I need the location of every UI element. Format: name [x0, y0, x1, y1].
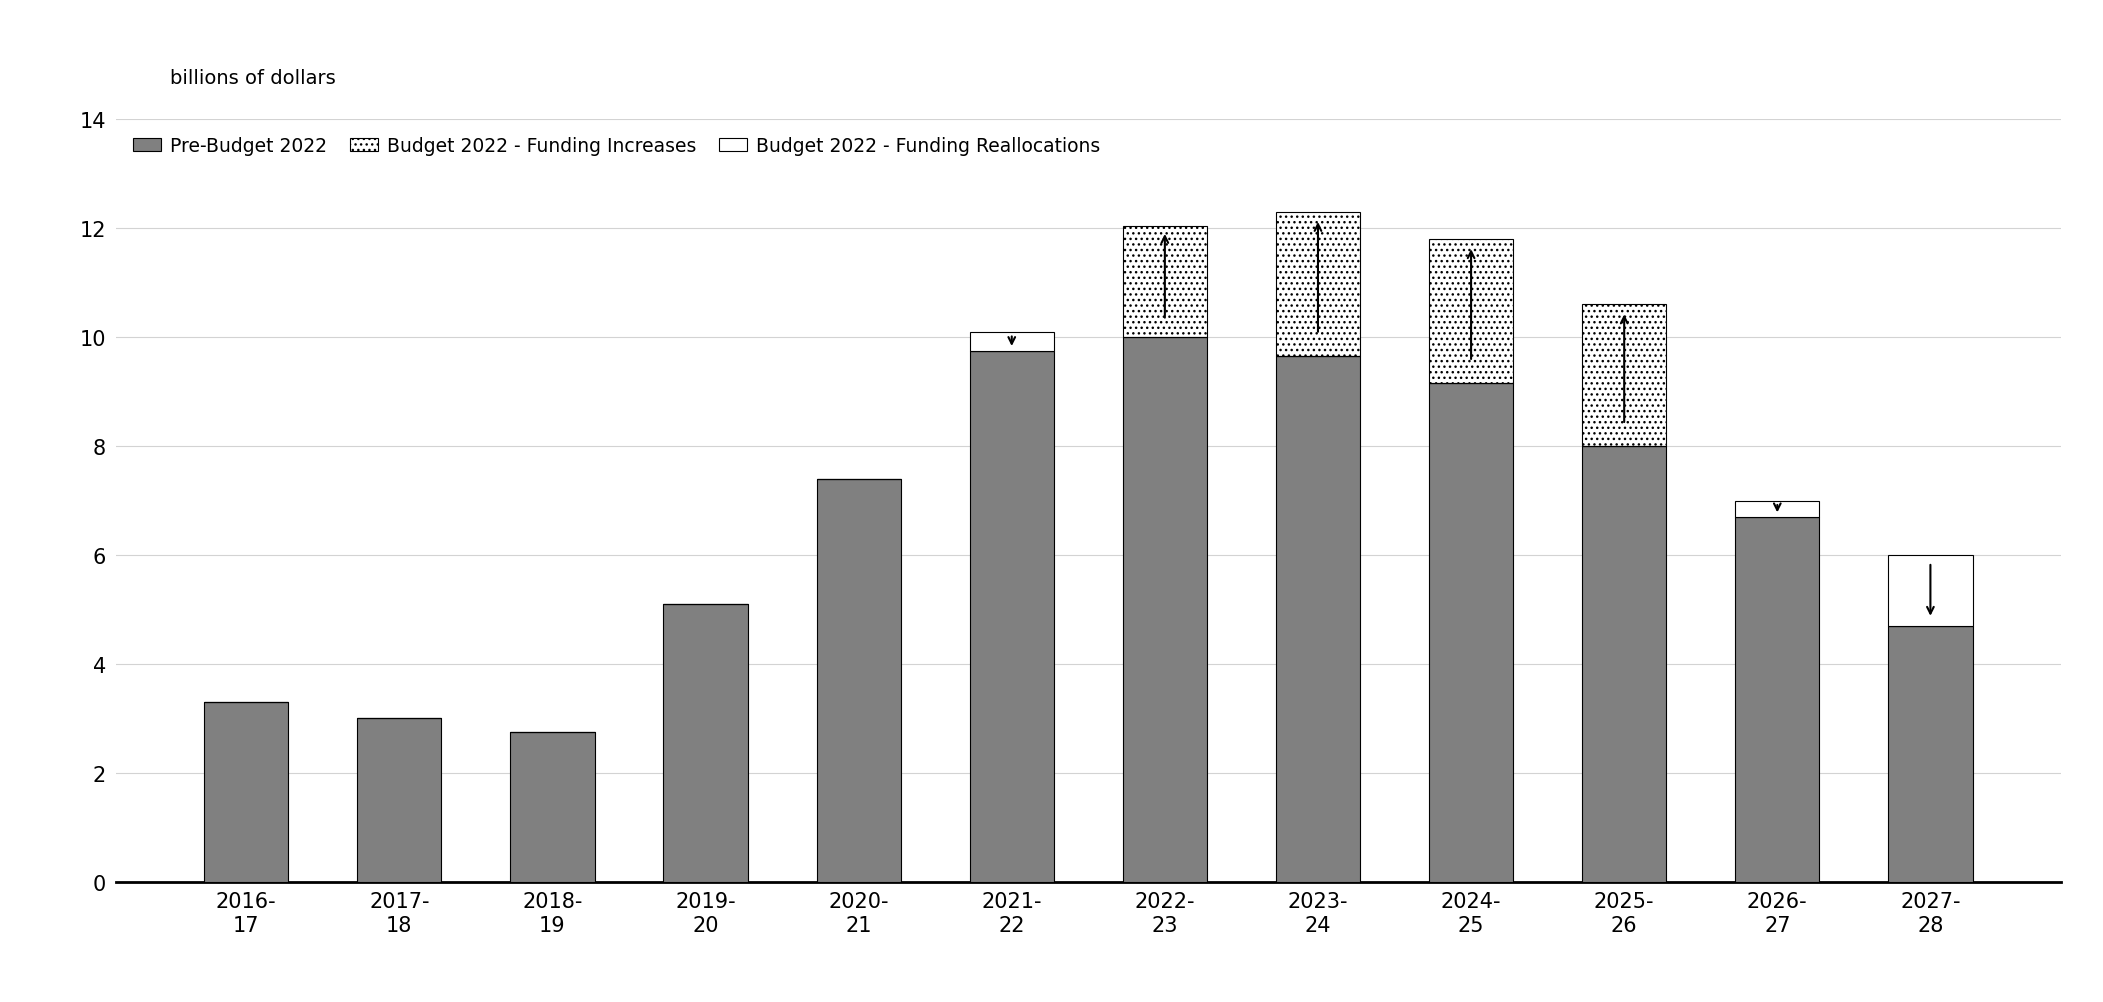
Bar: [358, 718, 442, 882]
Bar: [1123, 226, 1207, 338]
Bar: [1888, 626, 1973, 882]
Bar: [1735, 501, 1819, 517]
Bar: [816, 479, 900, 882]
Bar: [1277, 357, 1361, 882]
Bar: [204, 702, 288, 882]
Bar: [1581, 306, 1666, 447]
Legend: Pre-Budget 2022, Budget 2022 - Funding Increases, Budget 2022 - Funding Realloca: Pre-Budget 2022, Budget 2022 - Funding I…: [124, 129, 1108, 163]
Bar: [1123, 338, 1207, 882]
Bar: [1888, 555, 1973, 626]
Bar: [662, 604, 749, 882]
Bar: [1581, 447, 1666, 882]
Bar: [969, 333, 1054, 352]
Bar: [511, 732, 595, 882]
Text: billions of dollars: billions of dollars: [170, 68, 334, 87]
Bar: [1735, 517, 1819, 882]
Bar: [1428, 239, 1514, 384]
Bar: [969, 352, 1054, 882]
Bar: [1428, 384, 1514, 882]
Bar: [1277, 212, 1361, 357]
